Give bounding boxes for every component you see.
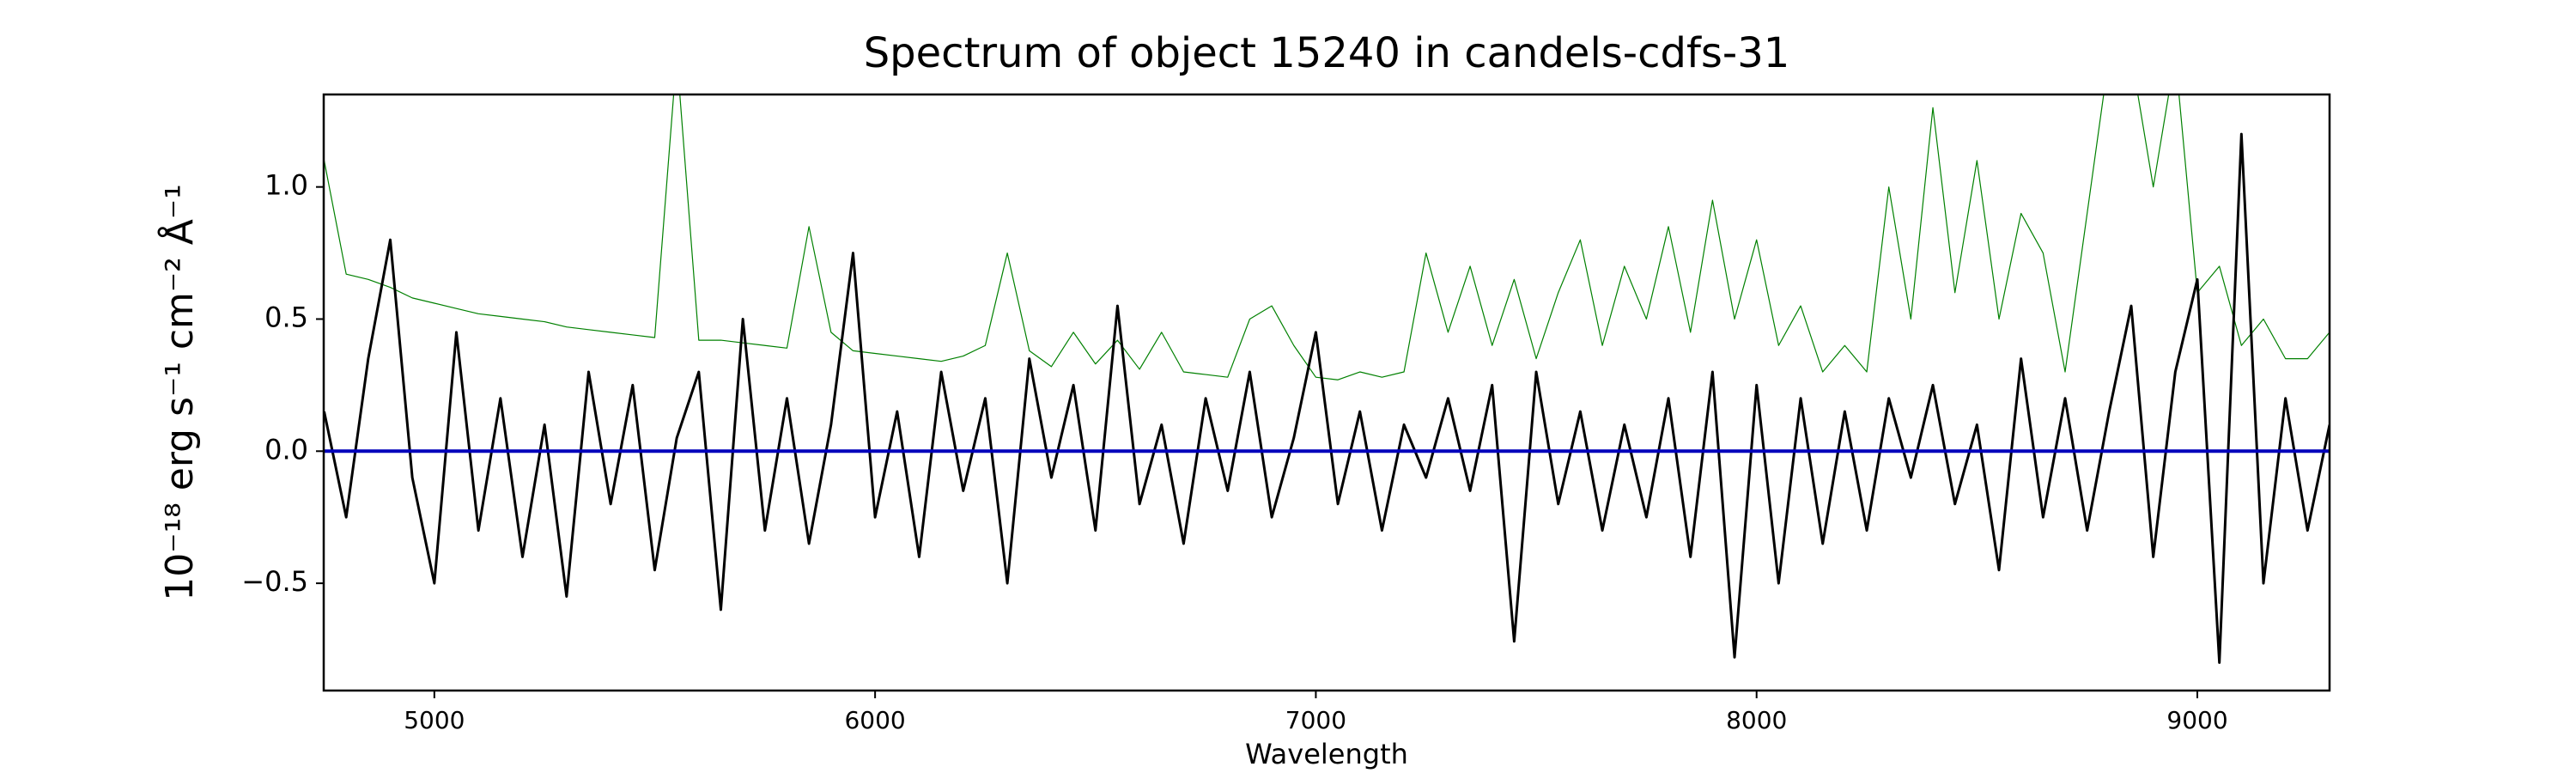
x-axis-label: Wavelength (1245, 738, 1408, 770)
plot-area (324, 94, 2330, 664)
data-line (324, 132, 2330, 664)
y-tick-label: 1.0 (264, 169, 308, 202)
y-tick-label: 0.5 (264, 301, 308, 333)
x-tick-label: 5000 (404, 706, 465, 734)
y-tick-label: −0.5 (241, 565, 308, 598)
plot-frame (322, 93, 2331, 692)
data-line (324, 94, 2330, 380)
chart-title: Spectrum of object 15240 in candels-cdfs… (864, 29, 1790, 77)
x-tick-label: 9000 (2166, 706, 2227, 734)
y-tick-label: 0.0 (264, 433, 308, 466)
x-tick-label: 8000 (1726, 706, 1787, 734)
y-axis-label: 10⁻¹⁸ erg s⁻¹ cm⁻² Å⁻¹ (156, 184, 202, 600)
x-tick-label: 6000 (844, 706, 905, 734)
x-tick-label: 7000 (1285, 706, 1346, 734)
